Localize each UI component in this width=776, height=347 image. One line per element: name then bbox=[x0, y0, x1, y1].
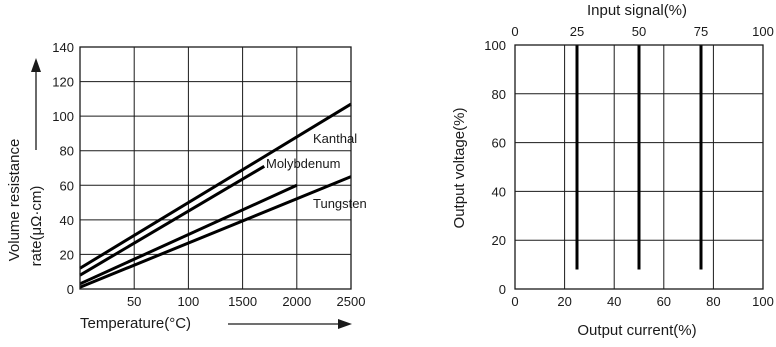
right-x-tick-label: 0 bbox=[511, 294, 518, 309]
series-label: Kanthal bbox=[313, 131, 357, 146]
series-label: Molybdenum bbox=[266, 156, 340, 171]
right-y-tick-label: 100 bbox=[484, 38, 506, 53]
right-x-tick-labels: 0 20 40 60 80 100 bbox=[511, 294, 773, 309]
left-x-tick-label: 2000 bbox=[282, 294, 311, 309]
left-y-tick-label: 140 bbox=[52, 40, 74, 55]
left-y-tick-label: 100 bbox=[52, 109, 74, 124]
left-plot-frame bbox=[79, 46, 352, 290]
series-line bbox=[79, 164, 266, 277]
series-line bbox=[79, 102, 352, 270]
right-series-group bbox=[575, 45, 703, 270]
left-y-axis-title-line1: Volume resistance bbox=[6, 139, 23, 262]
left-series-group bbox=[79, 102, 352, 289]
right-y-tick-labels: 0 20 40 60 80 100 bbox=[484, 38, 506, 297]
output-voltage-current-chart: 0 20 40 60 80 100 0 20 40 60 80 100 0 25 50 75 100 Out… bbox=[451, 2, 774, 339]
resistance-temperature-chart: 0 20 40 60 80 100 120 140 50 100 1500 2000 2500 Kan… bbox=[6, 40, 367, 332]
right-y-tick-label: 40 bbox=[492, 184, 506, 199]
right-y-axis-title: Output voltage(%) bbox=[451, 108, 468, 229]
left-y-tick-label: 20 bbox=[60, 247, 74, 262]
left-series-labels: Kanthal Molybdenum Tungsten bbox=[266, 131, 367, 211]
left-x-tick-label: 1500 bbox=[228, 294, 257, 309]
left-x-tick-label: 2500 bbox=[337, 294, 366, 309]
series-line bbox=[79, 175, 352, 289]
right-top-axis-title: Input signal(%) bbox=[587, 2, 687, 19]
right-x-axis-title: Output current(%) bbox=[577, 322, 696, 339]
left-y-tick-label: 40 bbox=[60, 213, 74, 228]
right-top-tick-label: 0 bbox=[511, 24, 518, 39]
right-top-tick-label: 75 bbox=[694, 24, 708, 39]
left-y-tick-labels: 0 20 40 60 80 100 120 140 bbox=[52, 40, 74, 297]
series-line bbox=[79, 183, 298, 286]
left-x-tick-labels: 50 100 1500 2000 2500 bbox=[127, 294, 365, 309]
series-label: Tungsten bbox=[313, 196, 367, 211]
left-y-tick-label: 0 bbox=[67, 282, 74, 297]
right-top-tick-label: 25 bbox=[570, 24, 584, 39]
right-y-tick-label: 20 bbox=[492, 233, 506, 248]
left-y-axis-arrowhead bbox=[31, 58, 41, 72]
right-plot-frame bbox=[514, 44, 764, 290]
right-top-tick-labels: 0 25 50 75 100 bbox=[511, 24, 773, 39]
right-x-tick-label: 40 bbox=[607, 294, 621, 309]
right-y-tick-label: 80 bbox=[492, 87, 506, 102]
right-y-tick-label: 0 bbox=[499, 282, 506, 297]
left-y-tick-label: 120 bbox=[52, 75, 74, 90]
right-top-tick-label: 50 bbox=[632, 24, 646, 39]
right-x-tick-label: 100 bbox=[752, 294, 774, 309]
left-x-tick-label: 100 bbox=[178, 294, 200, 309]
left-x-tick-label: 50 bbox=[127, 294, 141, 309]
left-y-axis-title-line2: rate(μΩ·cm) bbox=[28, 186, 45, 267]
right-top-tick-label: 100 bbox=[752, 24, 774, 39]
right-x-tick-label: 60 bbox=[657, 294, 671, 309]
left-y-tick-label: 60 bbox=[60, 178, 74, 193]
left-x-axis-title: Temperature(°C) bbox=[80, 315, 191, 332]
right-y-tick-label: 60 bbox=[492, 136, 506, 151]
right-x-tick-label: 20 bbox=[557, 294, 571, 309]
left-x-axis-arrowhead bbox=[338, 319, 352, 329]
left-y-tick-label: 80 bbox=[60, 144, 74, 159]
right-x-tick-label: 80 bbox=[706, 294, 720, 309]
